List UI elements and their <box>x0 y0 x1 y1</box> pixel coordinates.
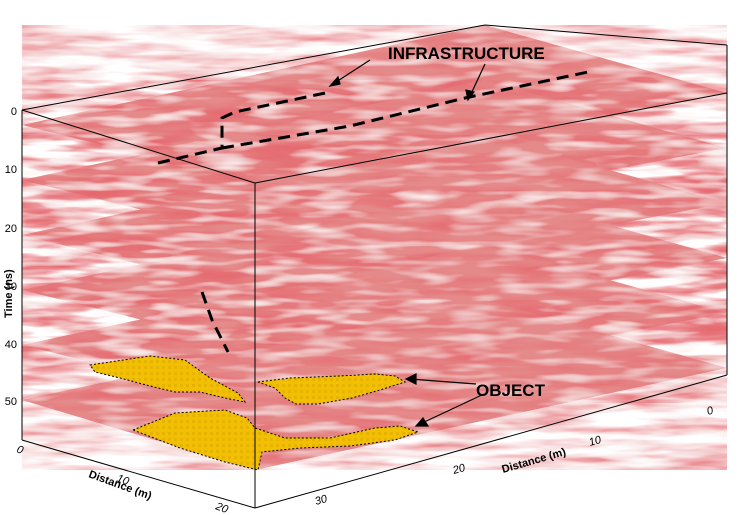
distance-axis-left: 0 10 20 Distance (m) <box>15 444 230 515</box>
time-tick-20: 20 <box>5 223 17 235</box>
time-tick-40: 40 <box>5 339 17 351</box>
distance-left-tick-10: 10 <box>115 473 131 489</box>
time-axis: Time (ns) 0 10 20 30 40 50 <box>3 106 17 408</box>
object-region-upper <box>89 355 247 403</box>
distance-right-title: Distance (m) <box>501 446 568 476</box>
distance-right-tick-30: 30 <box>314 493 330 508</box>
object-label: OBJECT <box>476 381 546 400</box>
time-axis-title: Time (ns) <box>3 269 15 318</box>
infrastructure-line <box>157 70 589 353</box>
callout-arrows <box>328 59 486 427</box>
infrastructure-label: INFRASTRUCTURE <box>388 44 545 63</box>
distance-left-tick-0: 0 <box>15 444 26 458</box>
time-tick-50: 50 <box>5 396 17 408</box>
box-frame <box>21 24 728 509</box>
time-tick-30: 30 <box>5 281 17 293</box>
distance-right-tick-10: 10 <box>588 434 604 449</box>
object-region-upper-right <box>257 373 407 405</box>
distance-right-tick-20: 20 <box>451 462 468 477</box>
distance-left-tick-20: 20 <box>213 500 230 515</box>
object-regions <box>89 355 420 471</box>
time-tick-0: 0 <box>11 106 17 118</box>
distance-right-tick-0: 0 <box>706 404 716 417</box>
time-slices <box>22 25 727 470</box>
object-region-lower <box>131 409 420 471</box>
time-tick-10: 10 <box>5 164 17 176</box>
